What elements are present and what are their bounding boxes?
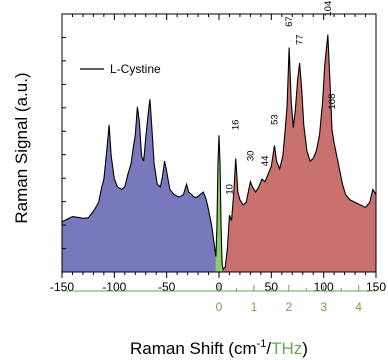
x-tick-label: 150 [366,280,386,294]
x-tick-label: 50 [265,280,279,294]
peak-label: 53 [270,114,281,125]
thz-tick-label: 2 [285,300,292,314]
peak-label: 10 [225,184,236,195]
peak-label: 30 [245,151,256,162]
x-axis-ticks [61,14,377,278]
thz-tick-label: 3 [320,300,327,314]
thz-tick-label: 4 [355,300,362,314]
l-cystine-spectrum-line [62,34,376,271]
legend-label: L-Cystine [110,62,161,76]
x-axis-label: Raman Shift (cm-1/THz) [130,338,308,358]
thz-axis-tick-labels: 0 1 2 3 4 [216,300,363,314]
thz-tick-label: 1 [251,300,258,314]
x-axis-tick-labels: -150-100-50050100150 [50,280,386,294]
rayleigh-center-area [215,135,223,272]
peak-label: 77 [295,34,306,45]
y-axis-label: Raman Signal (a.u.) [12,72,31,223]
x-tick-label: -150 [50,280,74,294]
x-tick-label: -100 [102,280,126,294]
y-axis-minor-ticks [62,13,66,273]
thz-tick-label: 0 [216,300,223,314]
thz-axis-ticks [218,285,360,291]
peak-label: 16 [231,120,242,131]
anti-stokes-area [62,99,216,272]
peak-label: 67 [284,16,295,27]
peak-label: 104 [323,1,334,17]
x-tick-label: -50 [158,280,176,294]
peak-label: 108 [327,94,338,110]
stokes-area [222,34,376,272]
peak-label: 44 [260,156,271,167]
